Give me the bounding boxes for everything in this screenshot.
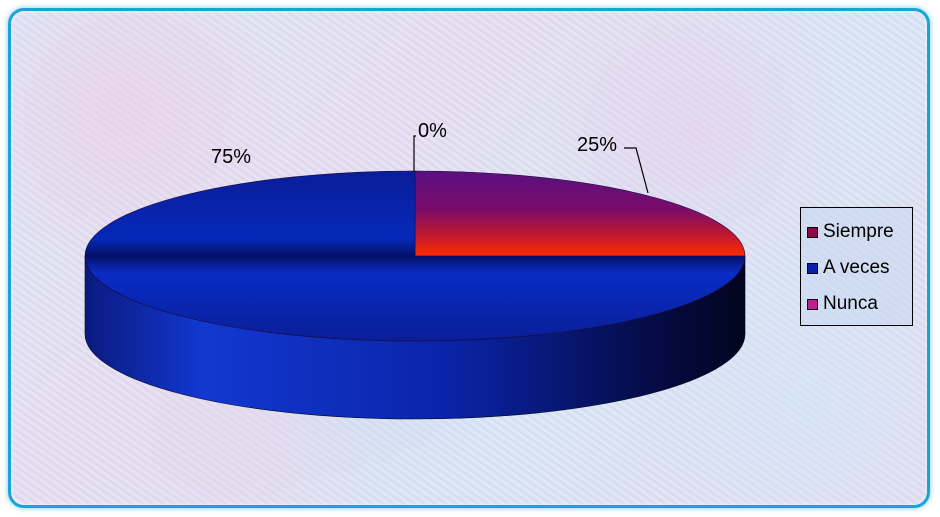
data-label-nunca: 0% [418,120,447,142]
legend-item-siempre: Siempre [807,214,912,250]
legend-item-a-veces: A veces [807,250,912,286]
legend-swatch-nunca [807,298,818,310]
legend-label-nunca: Nunca [823,293,878,314]
legend-item-nunca: Nunca [807,286,912,322]
pie-slice-a-veces [84,170,746,342]
legend-swatch-a-veces [807,262,818,274]
legend: Siempre A veces Nunca [800,207,913,326]
legend-swatch-siempre [807,226,818,238]
leader-line-siempre [624,147,649,194]
leader-line-nunca [413,135,416,171]
data-label-siempre: 25% [577,134,618,156]
pie-slice-siempre [414,170,746,257]
data-label-a-veces: 75% [211,146,252,168]
legend-label-siempre: Siempre [823,221,894,242]
legend-label-a-veces: A veces [823,257,890,278]
